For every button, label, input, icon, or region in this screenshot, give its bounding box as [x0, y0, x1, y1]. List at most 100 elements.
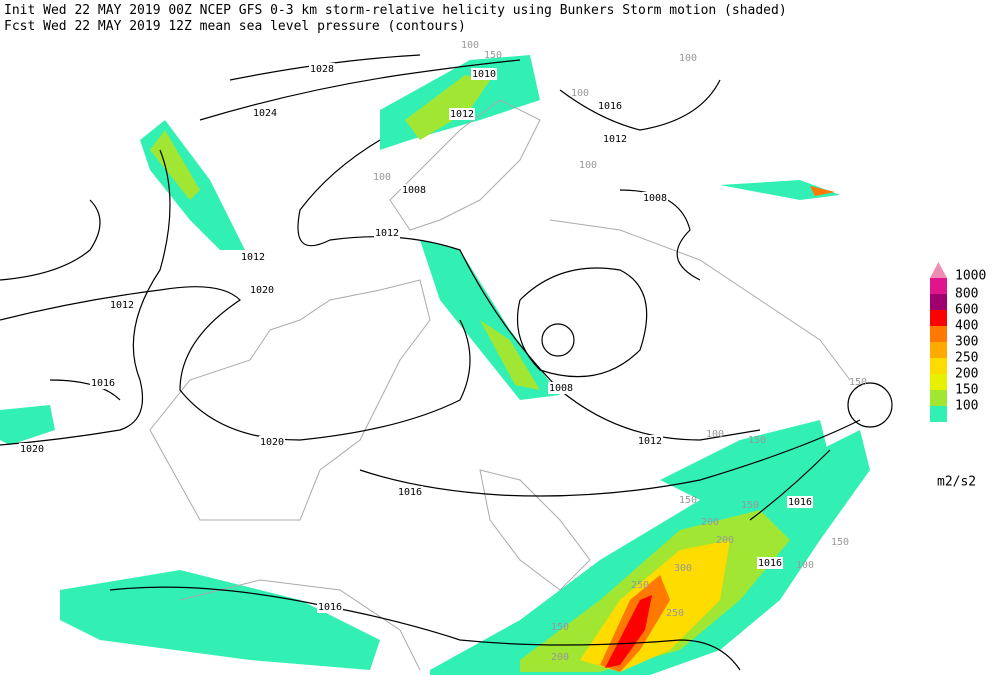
helicity-label: 100	[679, 53, 697, 64]
contour-label: 1012	[603, 134, 627, 145]
contour	[359, 419, 861, 497]
legend-swatch	[930, 278, 947, 294]
shade	[605, 595, 652, 668]
label-bg	[317, 601, 343, 613]
label-bg	[597, 100, 623, 112]
label-bg	[374, 227, 400, 239]
contour	[559, 79, 721, 131]
legend-label: 100	[955, 399, 978, 414]
shade	[405, 75, 490, 140]
contour	[297, 139, 761, 441]
coastline	[479, 469, 591, 591]
helicity-labels: 100 150 100 100 100 100 150 200 200 250 150 150 150 2…	[373, 40, 867, 663]
label-bg	[602, 133, 628, 145]
contour-label: 1016	[91, 378, 115, 389]
helicity-label: 200	[716, 535, 734, 546]
helicity-label: 250	[631, 580, 649, 591]
label-bg	[787, 496, 813, 508]
pressure-contours	[0, 54, 893, 671]
helicity-label: 100	[571, 88, 589, 99]
contour-label: 1028	[310, 64, 334, 75]
contour	[199, 59, 521, 121]
legend-swatch	[930, 294, 947, 310]
helicity-label: 200	[551, 652, 569, 663]
helicity-label: 100	[579, 160, 597, 171]
helicity-label: 200	[701, 517, 719, 528]
contour	[0, 286, 471, 441]
legend-label: 250	[955, 351, 978, 366]
contour-label: 1012	[241, 252, 265, 263]
shade	[60, 570, 380, 670]
label-bg	[309, 63, 335, 75]
contour	[0, 149, 171, 446]
legend-swatch	[930, 358, 947, 374]
contour-label: 1016	[598, 101, 622, 112]
contour-labels: 1028 1024 1010 1012 1016 1012 1008 1012 1008 1012…	[19, 63, 813, 613]
helicity-label: 150	[849, 377, 867, 388]
contour-label: 1008	[549, 383, 573, 394]
label-bg	[19, 443, 45, 455]
helicity-label: 100	[461, 40, 479, 51]
legend-swatch	[930, 342, 947, 358]
legend-label: 600	[955, 303, 978, 318]
coastline	[149, 279, 431, 521]
contour-label: 1020	[250, 285, 274, 296]
label-bg	[249, 284, 275, 296]
coastline	[179, 579, 421, 671]
label-bg	[90, 377, 116, 389]
label-bg	[449, 108, 475, 120]
shade	[0, 405, 55, 445]
contour-label: 1016	[398, 487, 422, 498]
legend-swatch	[930, 374, 947, 390]
helicity-label: 150	[551, 622, 569, 633]
contour-label: 1008	[402, 185, 426, 196]
label-bg	[471, 68, 497, 80]
legend-label: 1000	[955, 269, 986, 284]
shade	[420, 240, 560, 400]
header-line: Init Wed 22 MAY 2019 00Z NCEP GFS 0-3 km…	[4, 3, 787, 18]
shade	[480, 320, 540, 390]
helicity-label: 150	[831, 537, 849, 548]
helicity-label: 150	[748, 435, 766, 446]
contour-label: 1008	[643, 193, 667, 204]
contour-label: 1010	[472, 69, 496, 80]
legend-swatch	[930, 310, 947, 326]
label-bg	[548, 382, 574, 394]
helicity-shading	[0, 55, 870, 675]
helicity-label: 300	[674, 563, 692, 574]
header: Init Wed 22 MAY 2019 00Z NCEP GFS 0-3 km…	[4, 3, 787, 34]
label-bg	[252, 107, 278, 119]
coastline	[389, 99, 541, 231]
contour-label: 1024	[253, 108, 277, 119]
legend-swatch	[930, 326, 947, 342]
contour-label: 1020	[260, 437, 284, 448]
label-bg	[757, 557, 783, 569]
helicity-label: 150	[679, 495, 697, 506]
contour-label: 1012	[450, 109, 474, 120]
legend-label: 300	[955, 335, 978, 350]
legend-label: 400	[955, 319, 978, 334]
shade	[720, 180, 840, 200]
legend-swatch	[930, 390, 947, 406]
contour	[109, 586, 741, 671]
legend-unit: m2/s2	[937, 475, 976, 490]
shade	[810, 186, 835, 196]
label-bg	[259, 436, 285, 448]
contour-label: 1012	[638, 436, 662, 447]
contour	[541, 323, 575, 357]
label-bg	[401, 184, 427, 196]
helicity-label: 250	[666, 608, 684, 619]
helicity-label: 150	[741, 500, 759, 511]
contour-label: 1016	[788, 497, 812, 508]
legend-label: 800	[955, 287, 978, 302]
contour-label: 1020	[20, 444, 44, 455]
helicity-label: 150	[484, 50, 502, 61]
shade	[150, 130, 200, 200]
label-bg	[109, 299, 135, 311]
contour	[847, 382, 893, 428]
label-bg	[642, 192, 668, 204]
legend-triangle	[930, 262, 947, 278]
helicity-label: 100	[706, 429, 724, 440]
